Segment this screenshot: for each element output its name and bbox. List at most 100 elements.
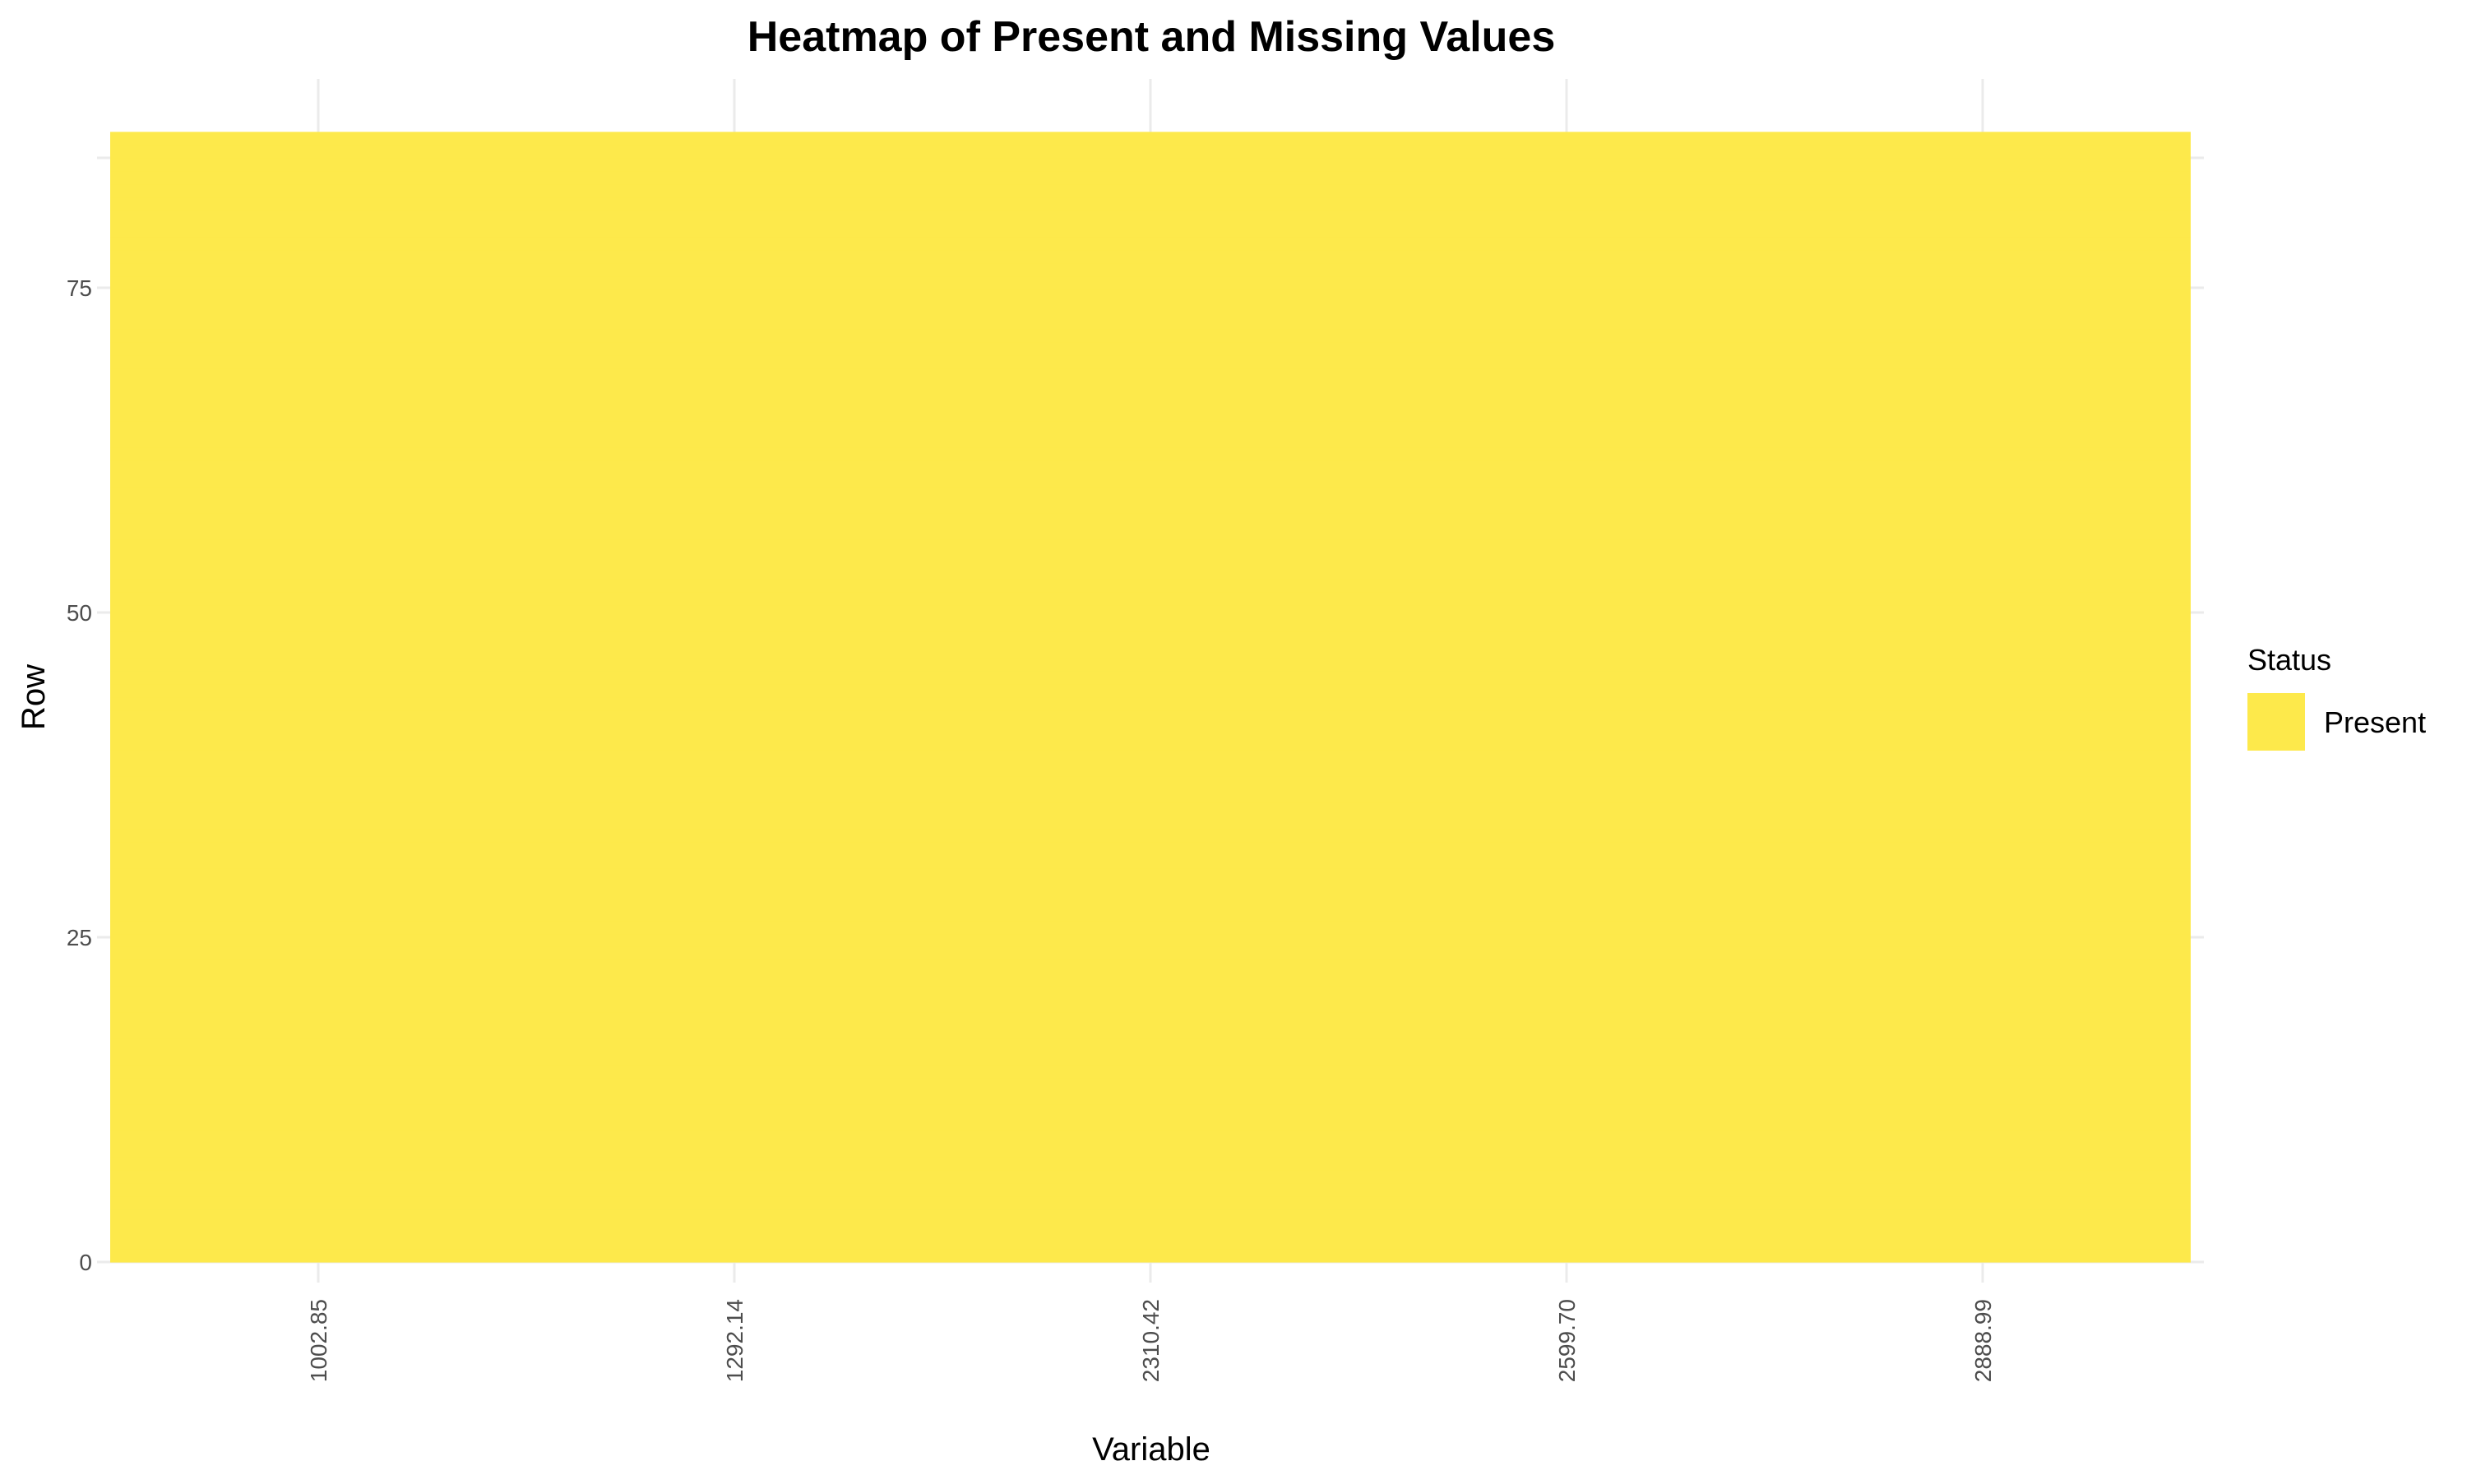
heatmap-cell-row bbox=[110, 736, 2191, 751]
heatmap-cell-row bbox=[110, 1104, 2191, 1118]
heatmap-cell-row bbox=[110, 368, 2191, 382]
heatmap-cell-row bbox=[110, 1157, 2191, 1171]
heatmap-cell-row bbox=[110, 1038, 2191, 1052]
heatmap-cell-row bbox=[110, 552, 2191, 566]
chart-title: Heatmap of Present and Missing Values bbox=[748, 13, 1556, 61]
heatmap-cell-row bbox=[110, 525, 2191, 540]
heatmap-cell-row bbox=[110, 1012, 2191, 1026]
heatmap-cell-row bbox=[110, 408, 2191, 422]
heatmap-cell-row bbox=[110, 867, 2191, 882]
x-tick-label: 1002.85 bbox=[306, 1299, 331, 1382]
x-tick-label: 1292.14 bbox=[722, 1299, 748, 1382]
heatmap-cell-row bbox=[110, 197, 2191, 211]
x-tick-label: 2888.99 bbox=[1970, 1299, 1996, 1382]
heatmap-cell-row bbox=[110, 171, 2191, 185]
heatmap-cell-row bbox=[110, 381, 2191, 395]
y-tick-label: 50 bbox=[67, 600, 92, 626]
heatmap-cell-row bbox=[110, 263, 2191, 277]
heatmap-cell-row bbox=[110, 1144, 2191, 1158]
x-tick-label: 2310.42 bbox=[1138, 1299, 1164, 1382]
y-axis: 0 25 50 75 bbox=[67, 275, 92, 1275]
heatmap-cell-row bbox=[110, 184, 2191, 198]
heatmap-cell-row bbox=[110, 959, 2191, 973]
heatmap-cell-row bbox=[110, 986, 2191, 1000]
heatmap-cell-row bbox=[110, 696, 2191, 711]
heatmap-cell-row bbox=[110, 710, 2191, 724]
heatmap-cell-row bbox=[110, 881, 2191, 895]
heatmap-cell-row bbox=[110, 644, 2191, 659]
heatmap-cell-row bbox=[110, 1065, 2191, 1079]
legend: Status Present bbox=[2247, 643, 2426, 751]
heatmap-cell-row bbox=[110, 316, 2191, 330]
x-axis: 1002.85 1292.14 2310.42 2599.70 2888.99 bbox=[306, 1299, 1996, 1382]
heatmap-cell-row bbox=[110, 486, 2191, 501]
heatmap-cell-row bbox=[110, 1249, 2191, 1263]
heatmap-cell-row bbox=[110, 1025, 2191, 1039]
legend-key bbox=[2247, 693, 2305, 751]
heatmap-cell-row bbox=[110, 907, 2191, 922]
x-tick-label: 2599.70 bbox=[1554, 1299, 1580, 1382]
heatmap-cell-row bbox=[110, 1052, 2191, 1066]
heatmap-cell-row bbox=[110, 999, 2191, 1013]
heatmap-cell-row bbox=[110, 539, 2191, 553]
heatmap-cell-row bbox=[110, 460, 2191, 474]
heatmap-cell-row bbox=[110, 210, 2191, 224]
heatmap-cell-row bbox=[110, 828, 2191, 843]
heatmap-cell-row bbox=[110, 762, 2191, 777]
heatmap-cell-row bbox=[110, 894, 2191, 908]
heatmap-cell-row bbox=[110, 158, 2191, 172]
heatmap-cell-row bbox=[110, 802, 2191, 816]
heatmap-cell-row bbox=[110, 604, 2191, 619]
heatmap-cell-row bbox=[110, 329, 2191, 343]
heatmap-cell-row bbox=[110, 512, 2191, 527]
heatmap-cell-row bbox=[110, 973, 2191, 987]
heatmap-cell-row bbox=[110, 617, 2191, 632]
heatmap-cell-row bbox=[110, 946, 2191, 960]
heatmap-cell-row bbox=[110, 421, 2191, 435]
heatmap-cell-row bbox=[110, 670, 2191, 685]
heatmap-cell-row bbox=[110, 1170, 2191, 1184]
heatmap-cell-row bbox=[110, 342, 2191, 356]
y-tick-label: 0 bbox=[79, 1250, 92, 1275]
heatmap-cell-row bbox=[110, 657, 2191, 672]
heatmap-cell-row bbox=[110, 749, 2191, 764]
heatmap-cell-row bbox=[110, 815, 2191, 830]
heatmap-cell-row bbox=[110, 250, 2191, 264]
heatmap-cell-row bbox=[110, 434, 2191, 448]
heatmap-cell-row bbox=[110, 473, 2191, 488]
heatmap-cell-row bbox=[110, 1130, 2191, 1144]
plot-area bbox=[110, 132, 2191, 1263]
heatmap-cell-row bbox=[110, 447, 2191, 461]
heatmap-cell-row bbox=[110, 631, 2191, 645]
heatmap-cell-row bbox=[110, 591, 2191, 606]
heatmap-cell-row bbox=[110, 276, 2191, 290]
heatmap-cell-row bbox=[110, 841, 2191, 856]
heatmap-cell-row bbox=[110, 1196, 2191, 1210]
heatmap-cell-row bbox=[110, 920, 2191, 935]
heatmap-cell-row bbox=[110, 1236, 2191, 1250]
y-axis-title: Row bbox=[16, 664, 52, 730]
heatmap-cell-row bbox=[110, 1078, 2191, 1092]
heatmap-cell-row bbox=[110, 775, 2191, 790]
heatmap-cell-row bbox=[110, 1117, 2191, 1131]
heatmap-cell-row bbox=[110, 145, 2191, 159]
legend-entries: Present bbox=[2247, 693, 2426, 751]
heatmap-cell-row bbox=[110, 933, 2191, 947]
heatmap-cell-row bbox=[110, 578, 2191, 593]
heatmap-cell-row bbox=[110, 1183, 2191, 1197]
heatmap-cell-row bbox=[110, 224, 2191, 238]
heatmap-cell-row bbox=[110, 395, 2191, 409]
heatmap-cell-row bbox=[110, 303, 2191, 317]
heatmap-cell-row bbox=[110, 1223, 2191, 1237]
heatmap-cell-row bbox=[110, 854, 2191, 869]
heatmap-cell-row bbox=[110, 788, 2191, 803]
heatmap-cell-row bbox=[110, 683, 2191, 698]
heatmap-cell-row bbox=[110, 237, 2191, 251]
legend-title: Status bbox=[2247, 643, 2331, 677]
heatmap-cell-row bbox=[110, 1209, 2191, 1223]
y-tick-label: 25 bbox=[67, 925, 92, 950]
heatmap-cell-row bbox=[110, 355, 2191, 369]
heatmap-cell-row bbox=[110, 132, 2191, 146]
heatmap-cell-row bbox=[110, 723, 2191, 737]
